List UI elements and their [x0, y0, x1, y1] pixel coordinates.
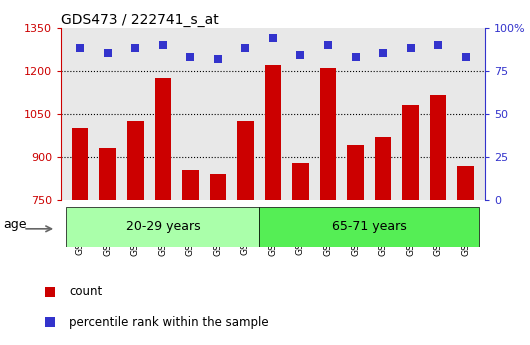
Bar [375, 137, 391, 200]
Bar [182, 170, 199, 200]
Point [407, 46, 415, 51]
Bar [347, 146, 364, 200]
Point [214, 56, 222, 61]
Point [76, 46, 84, 51]
Point [103, 51, 112, 56]
Text: age: age [3, 218, 27, 231]
Point [158, 42, 167, 48]
Bar [66, 207, 259, 247]
Point [46, 289, 55, 295]
Bar [292, 163, 309, 200]
Point [379, 51, 387, 56]
Point [131, 46, 139, 51]
Text: GDS473 / 222741_s_at: GDS473 / 222741_s_at [61, 12, 219, 27]
Bar [264, 65, 281, 200]
Bar [155, 78, 171, 200]
Bar [320, 68, 336, 200]
Bar [457, 166, 474, 200]
Bar [100, 148, 116, 200]
Bar [430, 95, 446, 200]
Bar [402, 105, 419, 200]
Text: percentile rank within the sample: percentile rank within the sample [69, 316, 269, 329]
Text: 65-71 years: 65-71 years [332, 220, 407, 233]
Bar [127, 121, 144, 200]
Point [186, 54, 195, 60]
Point [241, 46, 250, 51]
Point [462, 54, 470, 60]
Point [434, 42, 443, 48]
Point [46, 319, 55, 325]
Text: count: count [69, 285, 103, 298]
Point [269, 35, 277, 41]
Bar [259, 207, 480, 247]
Bar [72, 128, 89, 200]
Point [296, 52, 305, 58]
Bar [210, 174, 226, 200]
Text: 20-29 years: 20-29 years [126, 220, 200, 233]
Bar [237, 121, 254, 200]
Point [324, 42, 332, 48]
Point [351, 54, 360, 60]
